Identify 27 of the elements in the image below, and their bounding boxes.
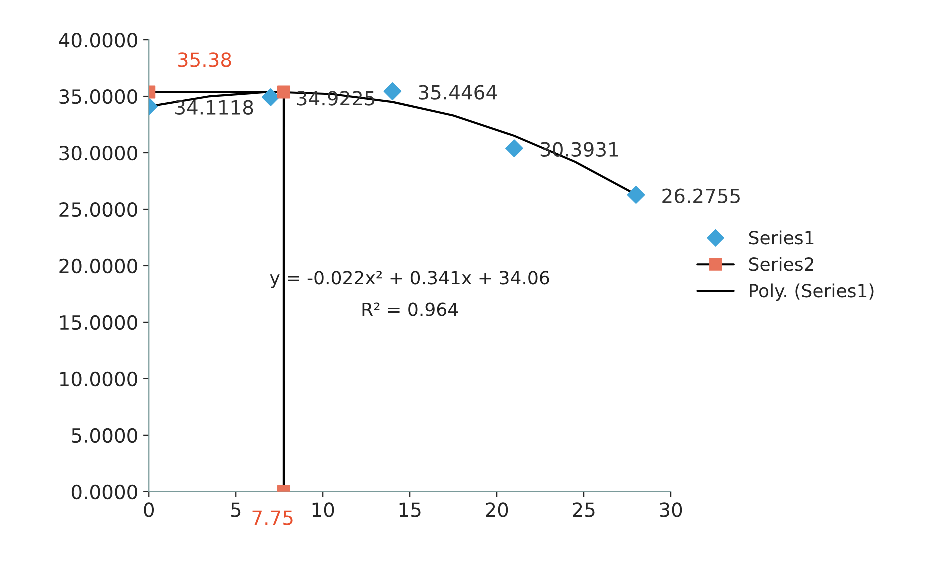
data-label: 26.2755 — [662, 188, 740, 204]
y-tick-label: 40.0000 — [59, 32, 138, 48]
y-tick-label: 0.0000 — [72, 484, 138, 500]
legend-label: Series2 — [749, 257, 814, 272]
y-tick-label: 15.0000 — [60, 315, 138, 330]
y-tick-label: 35.0000 — [60, 89, 138, 104]
y-tick-label: 10.0000 — [60, 372, 138, 387]
y-tick-label: 30.0000 — [60, 146, 138, 161]
x-tick-label: 30 — [660, 502, 682, 518]
x-tick-label: 5 — [231, 502, 241, 518]
x-tick-label: 10 — [312, 502, 334, 518]
x-tick-label: 15 — [400, 502, 421, 518]
legend-label: Series1 — [749, 230, 814, 245]
y-tick-label: 5.0000 — [72, 428, 138, 444]
data-label: 34.1118 — [176, 100, 254, 115]
annotation: R² = 0.964 — [362, 302, 458, 316]
annotation: 7.75 — [252, 510, 293, 526]
annotation: y = -0.022x² + 0.341x + 34.06 — [270, 271, 550, 288]
annotation: 35.38 — [178, 52, 232, 68]
legend-label: Poly. (Series1) — [750, 284, 874, 302]
y-tick-label: 25.0000 — [60, 202, 138, 218]
data-label: 34.9225 — [297, 91, 375, 106]
y-tick-label: 20.0000 — [60, 258, 138, 274]
x-tick-label: 25 — [573, 502, 595, 518]
x-tick-label: 0 — [144, 502, 154, 518]
x-tick-label: 20 — [486, 502, 508, 518]
data-label: 35.4464 — [419, 85, 497, 100]
